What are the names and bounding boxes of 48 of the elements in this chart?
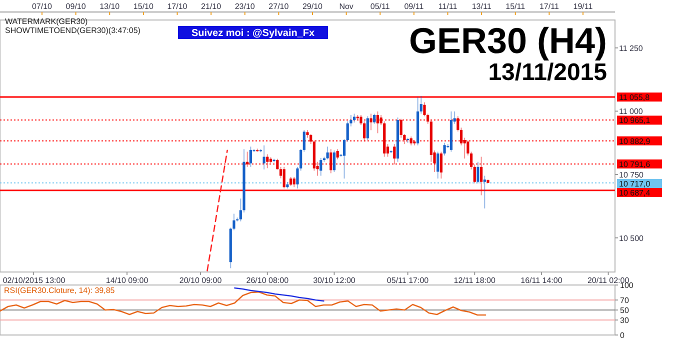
- ref-line-label: 10 717,0: [619, 179, 651, 188]
- text: 07/10: [32, 2, 53, 11]
- ref-line-label: 10 882,9: [619, 136, 651, 146]
- y-tick-label: 10 750: [619, 170, 644, 180]
- y-tick-label: 11 250: [619, 44, 644, 53]
- text: 21/10: [201, 2, 222, 11]
- text: 09/10: [66, 2, 86, 11]
- chart-title: GER30 (H4): [408, 20, 607, 61]
- x-tick-label: 26/10 08:00: [246, 276, 290, 285]
- text: 29/10: [302, 2, 324, 11]
- annotation: WATERMARK(GER30): [5, 17, 88, 26]
- x-tick-label: 02/10/2015 13:00: [2, 276, 66, 285]
- text: 27/10: [268, 2, 290, 11]
- ref-line-label: 10 791,6: [619, 160, 651, 169]
- x-tick-label: 30/10 12:00: [313, 276, 356, 285]
- text: 13/11: [472, 2, 492, 11]
- x-tick-label: 20/10 09:00: [179, 276, 222, 285]
- line-series: [206, 150, 228, 272]
- ref-line-label: 11 055,8: [619, 93, 650, 102]
- text: 11/11: [438, 2, 458, 11]
- y-tick-label: 30: [620, 316, 630, 325]
- y-tick-label: 11 000: [619, 107, 644, 116]
- text: 17/10: [167, 2, 188, 11]
- text: 09/11: [404, 2, 424, 11]
- text: 05/11: [370, 2, 390, 11]
- x-tick-label: 14/10 09:00: [106, 276, 149, 285]
- text: 19/11: [573, 2, 594, 11]
- annotation: SHOWTIMETOEND(GER30)(3:47:05): [5, 26, 141, 35]
- text: 23/10: [234, 2, 256, 11]
- text: 15/10: [133, 2, 154, 11]
- annotation: Suivez moi : @Sylvain_Fx: [191, 28, 315, 39]
- ref-line-label: 10 965,1: [619, 116, 651, 126]
- ref-line-label: 10 687,4: [619, 188, 651, 198]
- y-tick-label: 100: [620, 281, 634, 290]
- x-tick-label: 16/11 14:00: [520, 276, 563, 285]
- text: 15/11: [506, 2, 526, 11]
- y-tick-label: 50: [620, 306, 630, 315]
- y-tick-label: 70: [620, 296, 630, 305]
- text: 13/10: [100, 2, 120, 11]
- x-tick-label: 12/11 18:00: [454, 276, 496, 285]
- text: 13/11/2015: [488, 59, 607, 86]
- text: 17/11: [539, 2, 560, 11]
- text: Nov: [339, 2, 354, 11]
- x-tick-label: 05/11 17:00: [386, 276, 430, 285]
- y-tick-label: 10 500: [619, 234, 644, 243]
- line-series: [234, 287, 324, 302]
- chart-title: RSI(GER30.Cloture, 14): 39,85: [4, 286, 116, 295]
- y-tick-label: 0: [620, 331, 625, 338]
